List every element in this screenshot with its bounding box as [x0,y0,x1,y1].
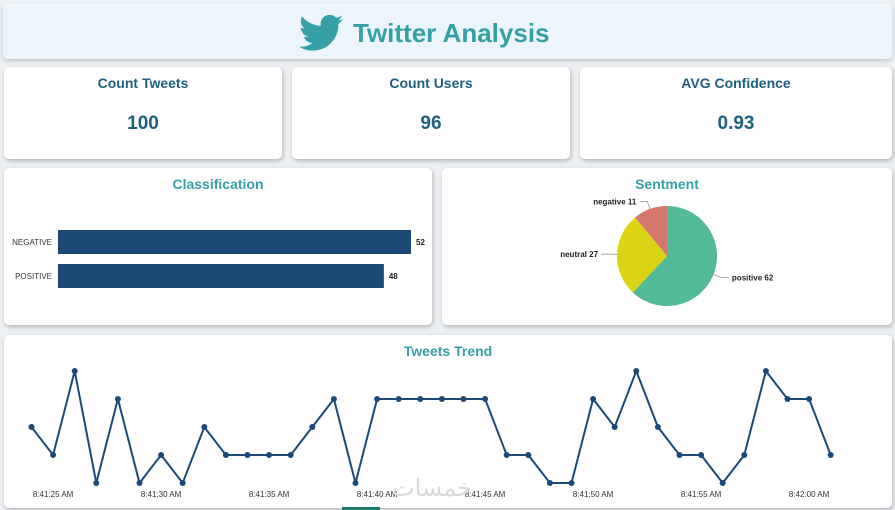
bar-category-label: POSITIVE [15,272,52,281]
pie-slice-label: positive 62 [732,273,774,282]
x-tick-label: 8:41:50 AM [573,490,614,499]
x-tick-label: 8:41:30 AM [141,490,182,499]
trend-point [330,396,337,402]
tweets-trend-title: Tweets Trend [403,343,493,359]
kpi-value: 100 [127,113,159,134]
kpi-card-count-users: Count Users 96 [292,67,570,159]
trend-point [719,480,726,486]
kpi-label: Count Users [389,75,473,91]
pie-leader-line [713,274,729,278]
trend-point [827,452,834,458]
trend-point [568,480,575,486]
trend-line [30,368,832,486]
bar-positive [58,264,384,288]
dashboard-header: Twitter Analysis [3,3,892,59]
trend-point [611,424,618,430]
classification-card: Classification NEGATIVE 52 POSITIVE 48 [4,168,432,325]
trend-point [546,480,553,486]
trend-point [676,452,683,458]
trend-point [309,424,316,430]
trend-point [395,396,402,402]
trend-point [374,396,381,402]
classification-title: Classification [172,176,264,192]
kpi-label: AVG Confidence [681,75,791,91]
bar-value-label: 48 [389,272,398,281]
trend-point [352,480,359,486]
trend-point [525,452,532,458]
bar-value-label: 52 [416,238,425,247]
kpi-card-count-tweets: Count Tweets 100 [4,67,282,159]
pie-slice-label: negative 11 [593,197,637,206]
kpi-value: 96 [420,113,442,134]
active-tab-indicator [342,507,380,510]
pie-slice-negative [635,206,667,256]
x-tick-label: 8:41:40 AM [357,490,398,499]
trend-point [590,396,597,402]
x-tick-label: 8:41:45 AM [465,490,506,499]
trend-point [698,452,705,458]
trend-point [633,368,640,374]
classification-bar-chart: NEGATIVE 52 POSITIVE 48 [12,230,425,288]
kpi-label: Count Tweets [97,75,189,91]
bar-negative [58,230,411,254]
trend-point [287,452,294,458]
trend-point [114,396,121,402]
trend-point [244,452,251,458]
trend-point [784,396,791,402]
trend-point [158,452,165,458]
pie-leader-line [639,201,651,210]
trend-point [806,396,813,402]
trend-point [482,396,489,402]
kpi-value: 0.93 [717,113,755,134]
pie-slice-positive [632,206,717,306]
twitter-bird-icon [299,14,343,51]
trend-point [93,480,100,486]
trend-point [222,452,229,458]
header-brand: Twitter Analysis [299,13,550,53]
trend-point [28,424,35,430]
kpi-card-avg-confidence: AVG Confidence 0.93 [580,67,892,159]
trend-point [50,452,57,458]
trend-point [201,424,208,430]
tweets-trend-card: Tweets Trend 8:41:25 AM 8:41:30 AM 8:41:35… [4,335,892,508]
x-tick-label: 8:42:00 AM [789,490,830,499]
trend-point [417,396,424,402]
trend-point [741,452,748,458]
trend-point [179,480,186,486]
pie-slice-label: neutral 27 [560,250,598,259]
trend-point [266,452,273,458]
tweets-trend-line-chart: 8:41:25 AM 8:41:30 AM 8:41:35 AM 8:41:40 AM… [28,368,834,499]
x-tick-label: 8:41:35 AM [249,490,290,499]
page-title: Twitter Analysis [353,17,550,48]
trend-point [654,424,661,430]
pie-slice-neutral [617,217,667,293]
bar-category-label: NEGATIVE [12,238,52,247]
sentiment-title: Sentment [635,176,699,192]
sentiment-pie-chart: positive 62 neutral 27 negative 11 [560,197,774,306]
trend-point [762,368,769,374]
x-tick-label: 8:41:55 AM [681,490,722,499]
x-tick-label: 8:41:25 AM [33,490,74,499]
trend-point [503,452,510,458]
trend-point [460,396,467,402]
trend-point [71,368,78,374]
sentiment-card: Sentment positive 62 neutral 27 negative 1… [442,168,892,325]
trend-point [136,480,143,486]
trend-point [438,396,445,402]
watermark: خمسات [392,474,473,502]
